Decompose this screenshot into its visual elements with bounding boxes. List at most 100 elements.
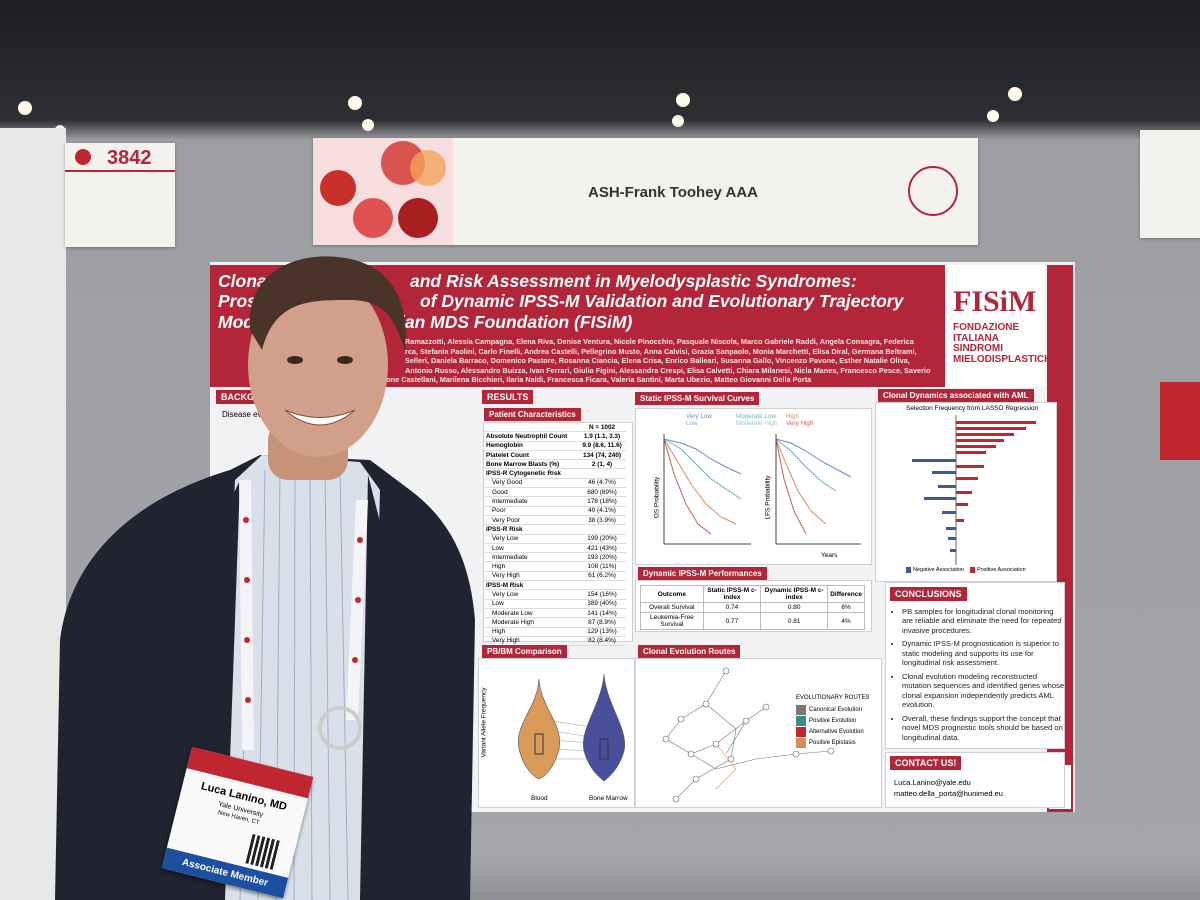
ceiling <box>18 87 1022 135</box>
cell: High <box>484 627 579 637</box>
nodes <box>662 667 835 803</box>
legend-entry: Moderate High <box>736 420 778 427</box>
cell: Good <box>484 487 579 498</box>
cell: 46 (4.7%) <box>578 478 626 489</box>
title-fragment: Pros <box>218 291 257 311</box>
section-heading: Dynamic IPSS-M Performances <box>638 567 767 580</box>
emails: Luca.Lanino@yale.edu matteo.della_porta@… <box>894 777 1003 800</box>
cell: 38 (3.9%) <box>578 515 626 526</box>
lanyard <box>239 479 368 751</box>
cell: High <box>484 561 579 572</box>
cell: Hemoglobin <box>484 441 579 451</box>
title-fragment: of Dynamic IPSS-M Validation and Evoluti… <box>420 291 904 311</box>
cell: 154 (16%) <box>578 589 626 600</box>
cell: Moderate Low <box>484 608 579 619</box>
legend-entry: Very Low <box>686 413 712 420</box>
ash-seal <box>908 166 958 216</box>
cell: N = 1002 <box>578 423 626 433</box>
author-line: Selleri, Daniela Barraco, Domenico Pasto… <box>405 356 910 365</box>
table-row: Very Poor 38 (3.9%) <box>484 515 626 526</box>
ash-logo <box>75 149 91 165</box>
table-header: Outcome Static IPSS-M c-index Dynamic IPSS… <box>640 585 865 603</box>
cell: IPSS-R Risk <box>484 524 626 535</box>
lanyard-dots <box>243 517 363 703</box>
cell: Poor <box>484 506 579 516</box>
cell: Very High <box>484 571 579 582</box>
conclusion: Overall, these findings support the conc… <box>902 714 1066 742</box>
cell: 134 (74, 240) <box>578 450 626 461</box>
section-heading: PB/BM Comparison <box>482 645 567 658</box>
patient-table: N = 1002 Absolute Neutrophil Count 1.9 (1.… <box>484 423 626 647</box>
sign-art <box>313 138 453 245</box>
cell: 40 (4.1%) <box>578 506 626 516</box>
cell: Bone Marrow Blasts (%) <box>484 459 579 470</box>
contact-box: CONTACT US! Luca.Lanino@yale.edu matteo.… <box>885 752 1065 808</box>
lapel <box>360 475 400 900</box>
survival-box: Very Low Moderate Low High Low Moderate High… <box>635 408 872 565</box>
group-row: IPSS-M Risk <box>484 580 626 591</box>
performance-table: Outcome Static IPSS-M c-index Dynamic IPSS… <box>640 585 865 630</box>
cell <box>484 423 579 433</box>
section-heading: CONTACT US! <box>890 756 962 770</box>
cell: Leukemia-Free Survival <box>640 612 704 630</box>
hair <box>249 256 406 350</box>
conclusion: Dynamic IPSS-M prognostication is superi… <box>902 639 1066 667</box>
table-row: Intermediate 193 (20%) <box>484 552 626 563</box>
lights <box>18 87 1022 135</box>
cell: Very Low <box>484 534 579 544</box>
booth-number: 3842 <box>107 147 152 169</box>
table-row: Very Low 154 (16%) <box>484 589 626 600</box>
author-line: Gastone Castellani, Marilena Bicchieri, … <box>370 375 812 384</box>
table-row: Very Low 199 (20%) <box>484 534 626 544</box>
cell: 0.81 <box>760 612 829 630</box>
cell: 4% <box>827 612 865 630</box>
sign-title: ASH-Frank Toohey AAA <box>588 184 759 201</box>
table-row: Bone Marrow Blasts (%) 2 (1, 4) <box>484 459 626 470</box>
conclusions-list: PB samples for longitudinal clonal monit… <box>890 607 1066 746</box>
conclusions-box: CONCLUSIONS PB samples for longitudinal … <box>885 582 1065 749</box>
violins <box>517 673 626 782</box>
cell: 389 (40%) <box>578 599 626 609</box>
badge-reel <box>318 706 362 750</box>
cell: 1.9 (1.1, 3.3) <box>578 431 626 442</box>
table-header: N = 1002 <box>484 423 626 433</box>
logo-line: MIELODISPLASTICHE <box>953 353 1059 365</box>
cell: 178 (18%) <box>578 496 626 507</box>
legend-entry: Canonical Evolution <box>796 705 864 715</box>
section-heading: RESULTS <box>482 390 534 404</box>
lasso-box: Selection Frequency from LASSO Regressio… <box>875 402 1057 582</box>
cell: IPSS-R Cytogenetic Risk <box>484 468 626 479</box>
title-fragment: ian MDS Foundation (FISiM) <box>400 312 633 332</box>
group-row: IPSS-R Risk <box>484 524 626 535</box>
table-row: Moderate Low 141 (14%) <box>484 608 626 619</box>
background-text: Disease evolu <box>222 410 273 419</box>
cell: 680 (69%) <box>578 487 626 498</box>
booth-card: 3842 <box>65 143 175 247</box>
cell: 61 (6.2%) <box>578 571 626 582</box>
legend: Negative Association Positive Association <box>906 567 1026 573</box>
pillar <box>0 128 66 900</box>
title-fragment: Mod <box>218 312 254 332</box>
cell: 141 (14%) <box>578 608 626 619</box>
side-sign <box>1160 382 1200 460</box>
cell: 199 (20%) <box>578 534 626 544</box>
cell: 9.9 (8.6, 11.6) <box>578 441 626 451</box>
author-line: Ramazzotti, Alessia Campagna, Elena Riva… <box>405 337 914 346</box>
cell: Intermediate <box>484 552 579 563</box>
table-row: Moderate High 87 (8.9%) <box>484 617 626 628</box>
qr-code <box>245 834 282 871</box>
table-row: Low 421 (43%) <box>484 543 626 554</box>
table-row: Intermediate 178 (18%) <box>484 496 626 507</box>
cell: Low <box>484 543 579 554</box>
conclusion: PB samples for longitudinal clonal monit… <box>902 607 1066 635</box>
cell: Very Good <box>484 478 579 489</box>
table-row: Leukemia-Free Survival 0.77 0.81 4% <box>640 612 865 630</box>
positive-bars <box>956 421 1036 522</box>
author-line: rca, Stefania Paolini, Carlo Finelli, An… <box>405 346 917 356</box>
table-row: High 129 (13%) <box>484 627 626 637</box>
legend-entry: Positive Epistasis <box>796 738 864 748</box>
cell: 108 (11%) <box>578 561 626 572</box>
